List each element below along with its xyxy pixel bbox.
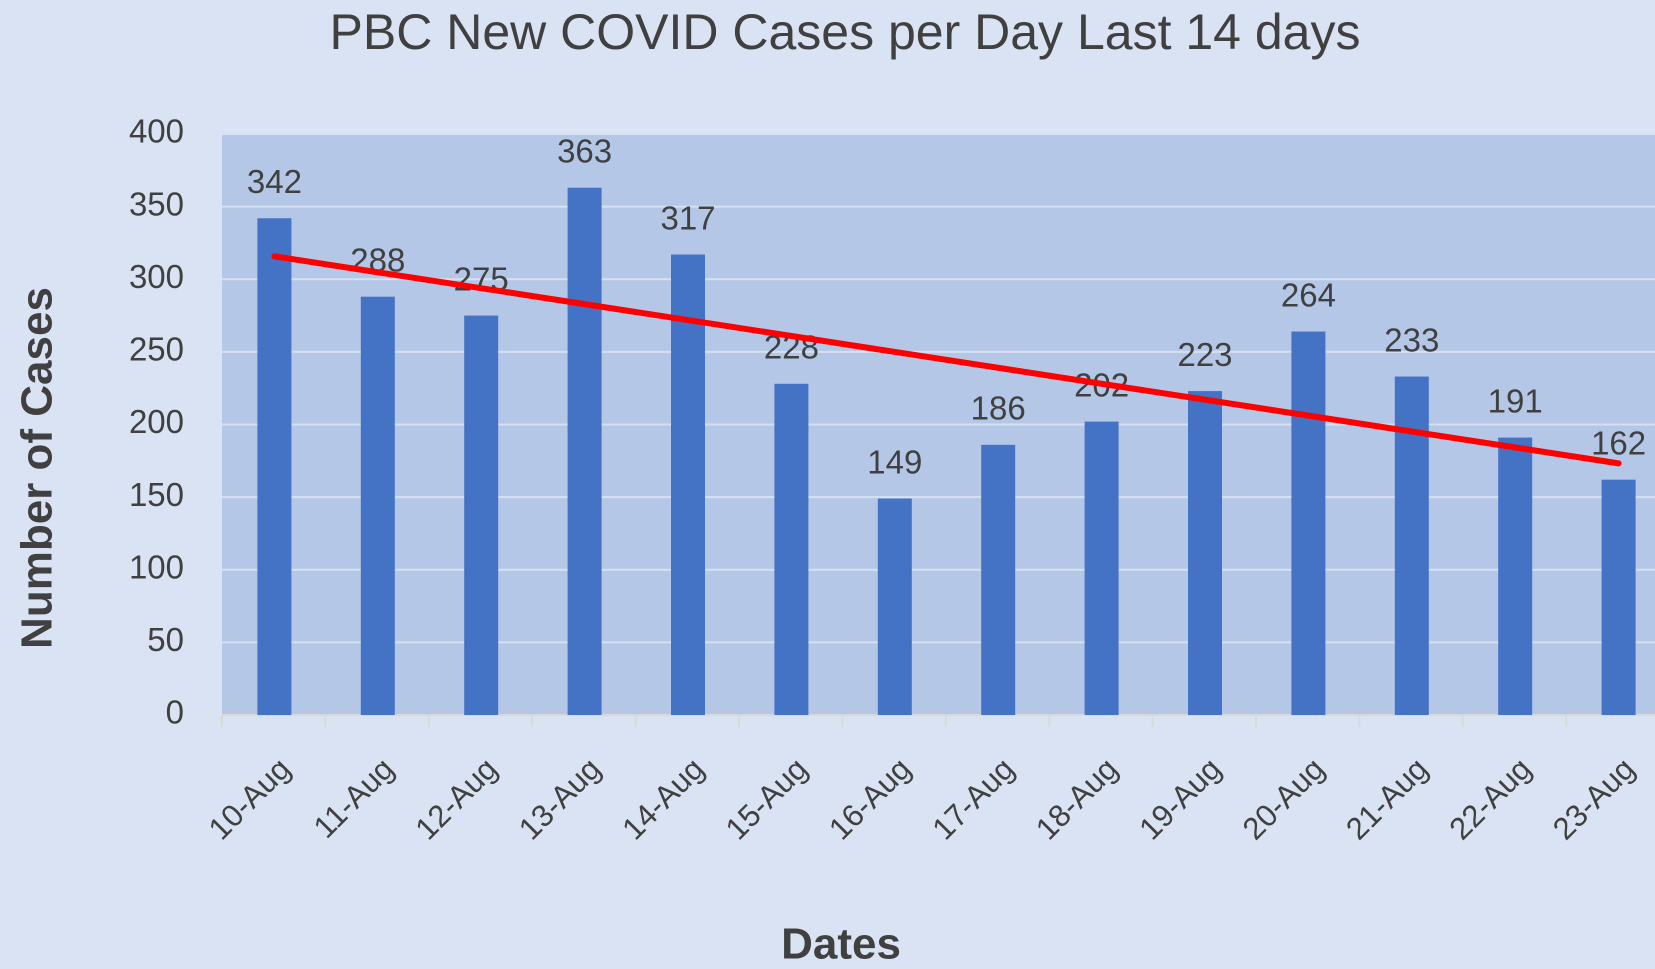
y-tick-label: 200 [129,403,184,440]
bar [981,444,1016,715]
bar [671,254,705,715]
x-axis-label: Dates [781,920,901,969]
bar [1291,331,1326,715]
y-tick-label: 250 [129,331,184,368]
bar [1084,421,1119,715]
bar [1601,479,1636,715]
y-tick-label: 150 [129,476,184,513]
data-label: 186 [971,390,1026,427]
data-label: 317 [660,199,715,236]
y-tick-label: 100 [129,548,184,585]
y-axis-label: Number of Cases [13,287,62,649]
bar [464,315,499,715]
data-label: 264 [1281,276,1336,313]
trendline [271,253,1622,467]
data-label: 149 [867,443,922,480]
bar [257,218,292,715]
data-label: 363 [557,132,612,169]
data-label: 342 [247,163,302,200]
y-tick-label: 400 [129,113,184,150]
data-label: 162 [1591,424,1646,461]
data-label: 223 [1177,336,1232,373]
bar [360,296,395,715]
bar [877,498,912,715]
chart-title: PBC New COVID Cases per Day Last 14 days [330,4,1361,60]
bar [567,187,602,715]
bar [1188,391,1222,715]
y-tick-label: 50 [147,621,184,658]
data-label: 233 [1384,321,1439,358]
bar [1498,437,1533,715]
bar [774,383,809,715]
y-tick-label: 0 [166,694,184,731]
y-tick-label: 300 [129,258,184,295]
data-label: 191 [1488,382,1543,419]
y-tick-label: 350 [129,185,184,222]
